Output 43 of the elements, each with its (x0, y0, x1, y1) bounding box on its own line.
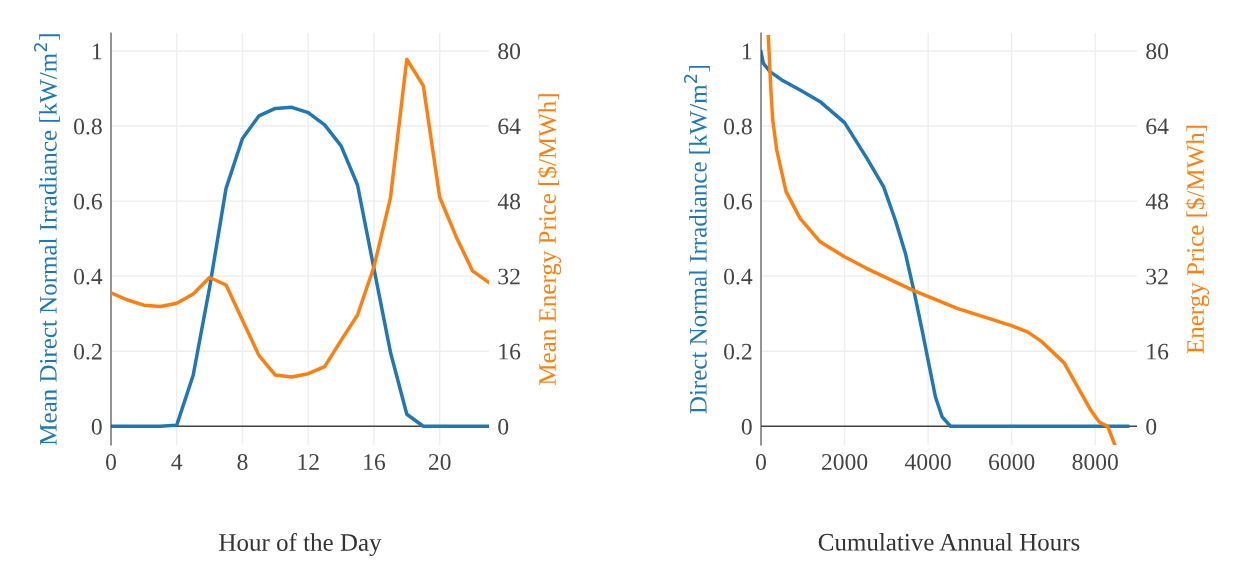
y2-tick-label: 80 (1146, 43, 1169, 60)
y2-tick-label: 16 (499, 343, 521, 360)
x-tick-label: 0 (106, 454, 116, 470)
x-tick-label: 0 (756, 454, 766, 470)
x-tick-label: 2000 (821, 454, 868, 470)
line-series (111, 57, 489, 379)
y-tick-label: 0.4 (724, 268, 753, 285)
y-tick-label: 1 (742, 43, 752, 60)
line-series (111, 105, 489, 428)
y-tick-label: 0.2 (724, 343, 752, 360)
y2-axis-title: Energy Price [$/MWh] (1185, 125, 1210, 354)
y-tick-label: 0.4 (74, 268, 103, 285)
x-axis-title: Hour of the Day (219, 533, 382, 557)
y2-tick-label: 64 (498, 118, 521, 135)
y-tick-label: 0.2 (74, 343, 102, 360)
y2-tick-label: 32 (498, 268, 520, 285)
y-axis-title: Mean Direct Normal Irradiance [kW/m$^{2}$] (33, 34, 60, 446)
y2-tick-label: 0 (1146, 418, 1157, 435)
x-tick-label: 16 (364, 454, 386, 470)
y2-tick-label: 80 (498, 43, 521, 60)
x-tick-label: 8000 (1072, 454, 1118, 470)
y-tick-label: 0.8 (74, 118, 102, 135)
y-tick-label: 1 (92, 43, 102, 60)
x-tick-label: 4 (171, 454, 183, 470)
y-tick-label: 0.6 (74, 193, 102, 210)
y2-tick-label: 64 (1146, 118, 1169, 135)
x-tick-label: 20 (428, 454, 451, 470)
x-axis-title: Cumulative Annual Hours (818, 533, 1080, 551)
y2-tick-label: 32 (1146, 268, 1168, 285)
y-axis-title: Direct Normal Irradiance [kW/m$^{2}$] (683, 65, 710, 414)
y2-tick-label: 48 (1145, 193, 1169, 210)
y-tick-label: 0.6 (724, 193, 752, 210)
x-tick-label: 12 (298, 454, 319, 470)
y2-tick-label: 16 (1147, 343, 1169, 360)
x-tick-label: 8 (237, 454, 248, 470)
x-tick-label: 4000 (904, 454, 951, 470)
x-tick-label: 6000 (989, 454, 1035, 470)
y2-axis-title: Mean Energy Price [$/MWh] (537, 94, 562, 385)
y2-tick-label: 48 (497, 193, 521, 210)
y-tick-label: 0 (91, 418, 102, 435)
y2-tick-label: 0 (498, 418, 509, 435)
y-tick-label: 0.8 (724, 118, 752, 135)
y-tick-label: 0 (741, 418, 752, 435)
